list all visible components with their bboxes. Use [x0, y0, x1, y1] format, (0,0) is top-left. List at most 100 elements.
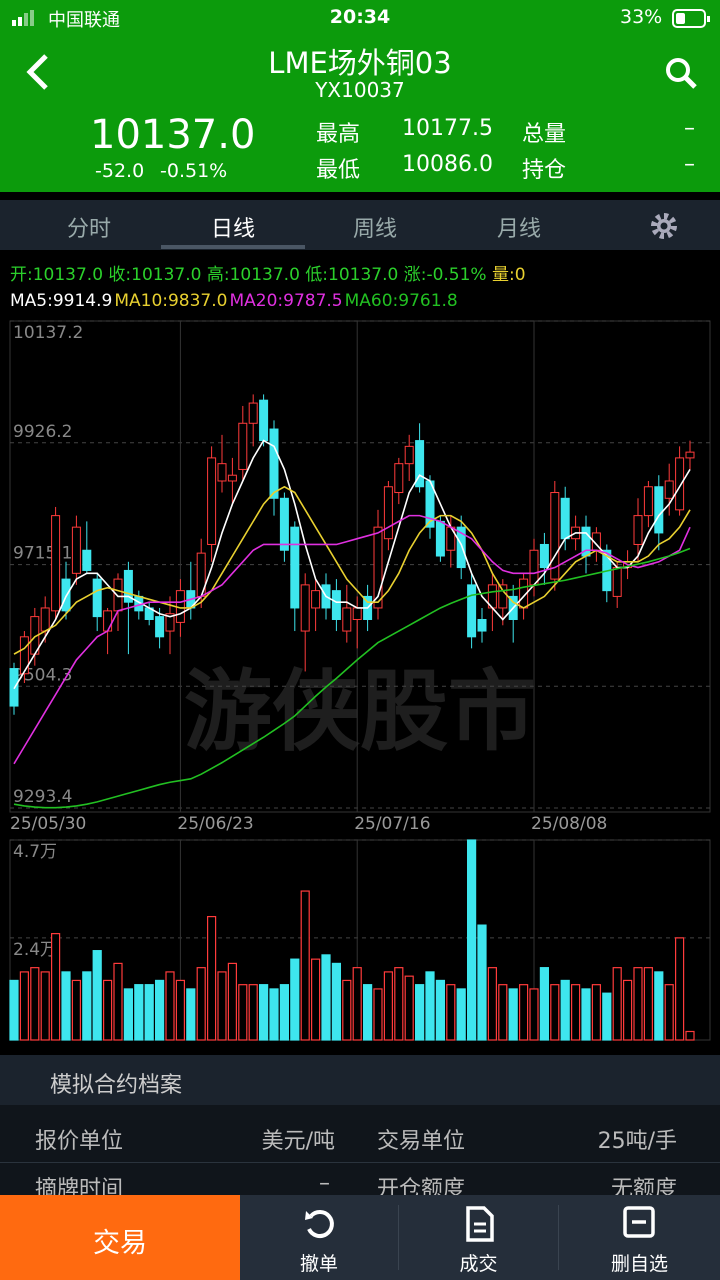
volume-bar	[186, 988, 196, 1041]
field-label: 报价单位	[35, 1129, 124, 1154]
divider	[398, 1205, 399, 1270]
candle-body	[207, 457, 217, 545]
volume-bar	[279, 984, 289, 1041]
volume-bar	[664, 984, 674, 1041]
candle-body	[227, 474, 237, 482]
toolbar-label[interactable]: 成交	[459, 1253, 498, 1275]
volume-bar	[82, 971, 92, 1041]
volume-bar	[196, 967, 206, 1041]
volume-bar	[165, 971, 175, 1041]
volume-bar	[415, 984, 425, 1041]
candle-body	[550, 492, 560, 580]
quote: 开:10137.0 收:10137.0 高:10137.0 低:10137.0 …	[10, 265, 487, 285]
volume-bar	[550, 984, 560, 1041]
volume-bar	[612, 967, 622, 1041]
field-value: 无额度	[610, 1177, 677, 1195]
candle-body	[352, 607, 362, 621]
candle-body	[300, 584, 310, 632]
volume-bar	[19, 971, 29, 1041]
volume-bar	[622, 979, 633, 1041]
candle-body	[383, 486, 393, 540]
field-label: 开仓额度	[377, 1177, 466, 1195]
tab[interactable]: 月线	[496, 217, 541, 242]
volume-bar	[602, 992, 612, 1041]
back-button[interactable]	[22, 52, 56, 92]
field-value: 25吨/手	[597, 1129, 677, 1154]
volume-bar	[633, 967, 643, 1041]
trade-button[interactable]: 交易	[0, 1195, 240, 1280]
ma-label: MA5:9914.9	[10, 291, 113, 311]
volume-bar	[144, 984, 154, 1041]
candle-body	[113, 578, 123, 612]
toolbar-label[interactable]: 删自选	[610, 1253, 668, 1275]
volume-bar	[30, 967, 40, 1041]
change: -52.0	[95, 160, 145, 182]
search-button[interactable]	[664, 56, 700, 92]
tab[interactable]: 周线	[352, 217, 397, 242]
ma-line	[13, 485, 691, 655]
volume-bar	[9, 979, 19, 1041]
trade-label: 交易	[93, 1228, 147, 1259]
volume-bar	[342, 979, 352, 1041]
volume-bar	[227, 962, 237, 1041]
candle-body	[560, 497, 570, 540]
tab-active[interactable]: 日线	[210, 217, 255, 242]
volume-bar	[674, 937, 685, 1041]
tabs: 分时 日线 周线 月线	[0, 200, 720, 250]
profile-table: 报价单位 美元/吨 交易单位 25吨/手 摘牌时间 – 开仓额度 无额度	[0, 1105, 720, 1195]
volume-bar	[456, 988, 466, 1041]
candle-body	[103, 610, 113, 632]
candle-body	[19, 636, 29, 675]
candle-body	[217, 463, 227, 482]
deal-icon[interactable]	[463, 1205, 497, 1243]
candle-body	[404, 445, 414, 465]
volume-bar	[581, 988, 591, 1041]
volume-bar	[300, 890, 310, 1041]
settings-button[interactable]	[650, 212, 678, 240]
quote: 量:0	[492, 265, 526, 285]
carrier: 中国联通	[48, 10, 120, 31]
field-label: 交易单位	[377, 1129, 466, 1154]
volume-bar	[259, 984, 269, 1041]
ma-legend: MA5:9914.9 MA10:9837.0 MA20:9787.5 MA60:976…	[10, 291, 460, 311]
stat-value: 10177.5	[402, 116, 493, 141]
price: 10137.0	[90, 112, 256, 158]
candle-body	[529, 549, 539, 586]
ma-label: MA60:9761.8	[344, 291, 458, 311]
candle-body	[259, 399, 269, 442]
candle-body	[675, 457, 685, 511]
volume-bar	[50, 933, 61, 1041]
chart: 游侠股市9293.49504.39715.19926.210137.24.7万2…	[9, 320, 711, 1041]
volume-bar	[248, 984, 258, 1041]
stat-value: –	[684, 152, 695, 177]
volume-bar	[685, 1030, 695, 1041]
toolbar-label[interactable]: 撤单	[299, 1253, 338, 1275]
candle-body	[498, 584, 508, 609]
volume-bar	[435, 979, 445, 1041]
x-tick-label: 25/08/08	[531, 814, 607, 834]
candle-body	[40, 607, 50, 632]
profile-header: 模拟合约档案	[0, 1055, 720, 1105]
candle-body	[238, 422, 248, 470]
remove-icon[interactable]	[622, 1205, 658, 1241]
ma-line	[13, 547, 691, 809]
candle-body	[82, 549, 92, 571]
volume-bar	[383, 971, 393, 1041]
volume-bar	[508, 988, 518, 1041]
tab[interactable]: 分时	[66, 217, 111, 242]
y-tick-label: 9715.1	[13, 544, 72, 564]
candle-body	[165, 613, 175, 632]
row-divider	[0, 1162, 720, 1163]
candle-body	[123, 569, 133, 603]
volume-bar	[404, 975, 414, 1041]
battery-icon	[672, 9, 710, 28]
candle-body	[290, 526, 300, 609]
watermark: 游侠股市	[184, 660, 536, 763]
code: YX10037	[315, 78, 405, 102]
volume-bar	[477, 924, 487, 1041]
candle-body	[311, 590, 321, 609]
stat-label: 持仓	[522, 158, 567, 183]
cancel-icon[interactable]	[302, 1207, 338, 1243]
x-tick-label: 25/06/23	[177, 814, 253, 834]
quote-line: 开:10137.0 收:10137.0 高:10137.0 低:10137.0 …	[10, 260, 526, 285]
